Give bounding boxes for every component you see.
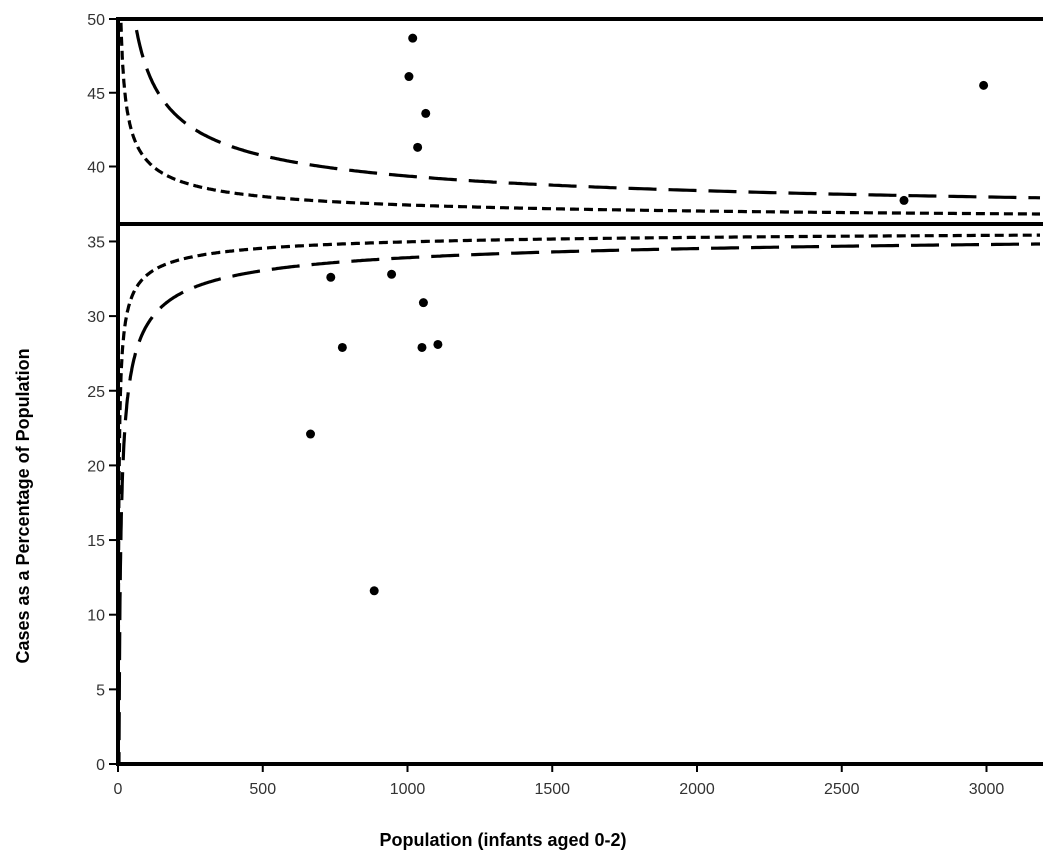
x-tick-label: 0: [114, 781, 123, 798]
data-point: [413, 142, 423, 152]
data-point: [337, 342, 347, 352]
x-axis-title: Population (infants aged 0-2): [379, 830, 626, 850]
y-tick-label: 25: [87, 384, 105, 401]
y-tick-label: 30: [87, 309, 105, 326]
curve-lower-short-dash-2: [118, 233, 1040, 761]
data-point: [418, 298, 428, 308]
x-tick-label: 500: [249, 781, 276, 798]
y-tick-label: 35: [87, 234, 105, 251]
data-point: [899, 195, 909, 205]
x-tick-label: 2500: [824, 781, 860, 798]
y-tick-label: 0: [96, 757, 105, 774]
curve-upper-long-dash-1: [133, 19, 1041, 200]
curve-upper-short-dash-0: [119, 19, 1040, 216]
curve-lower-long-dash-3: [118, 242, 1040, 764]
y-tick-label: 50: [87, 12, 105, 29]
x-tick-label: 2000: [679, 781, 715, 798]
data-point: [326, 272, 336, 282]
y-tick-label: 40: [87, 160, 105, 177]
x-tick-label: 1500: [534, 781, 570, 798]
y-tick-label: 20: [87, 458, 105, 475]
y-tick-label: 5: [96, 682, 105, 699]
data-point: [306, 429, 316, 439]
y-axis-title: Cases as a Percentage of Population: [13, 348, 33, 663]
data-point: [979, 80, 989, 90]
x-tick-label: 3000: [969, 781, 1005, 798]
data-point: [387, 269, 397, 279]
y-tick-label: 10: [87, 608, 105, 625]
data-point: [404, 72, 414, 82]
plot-area: [118, 19, 1041, 764]
data-point: [369, 586, 379, 596]
data-point: [421, 108, 431, 118]
y-tick-label: 45: [87, 86, 105, 103]
data-point: [408, 33, 418, 43]
data-point: [417, 342, 427, 352]
x-tick-label: 1000: [390, 781, 426, 798]
axes: [109, 17, 1043, 772]
y-tick-label: 15: [87, 533, 105, 550]
data-point: [433, 339, 443, 349]
